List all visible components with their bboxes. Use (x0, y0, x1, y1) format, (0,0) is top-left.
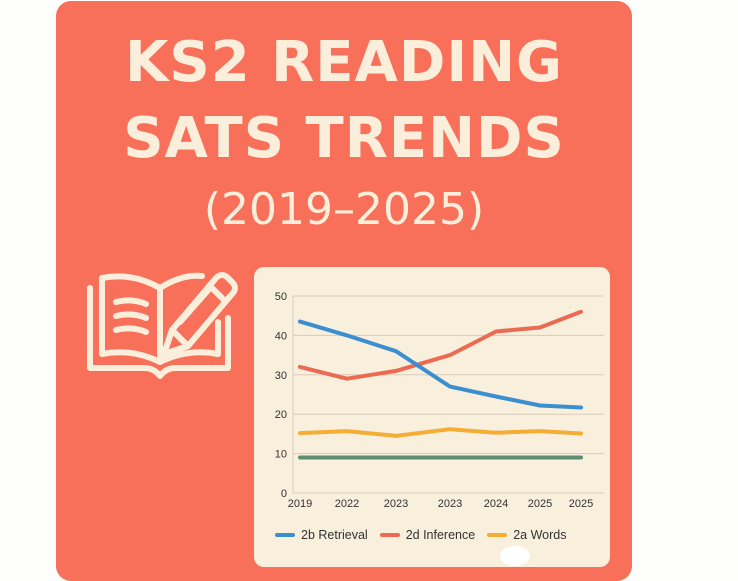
legend-swatch-icon (275, 533, 295, 537)
legend-swatch-icon (379, 533, 400, 537)
svg-text:2025: 2025 (528, 498, 552, 510)
svg-text:0: 0 (281, 488, 287, 500)
svg-text:2025: 2025 (569, 498, 593, 510)
svg-text:50: 50 (275, 291, 287, 303)
legend-item-words: 2a Words (487, 528, 566, 542)
legend-label: 2b Retrieval (301, 528, 368, 542)
svg-text:20: 20 (275, 409, 287, 421)
title-line-2: SATS TRENDS (123, 106, 565, 171)
line-chart: 0 10 20 30 40 50 2019 2022 2023 2023 2024 2025 2025 (275, 291, 604, 510)
legend-item-retrieval: 2b Retrieval (275, 528, 368, 542)
book-and-pencil-icon (87, 272, 238, 379)
chart-panel (254, 267, 610, 567)
chart-legend: 2b Retrieval 2d Inference 2a Words (275, 528, 566, 542)
title-years: (2019–2025) (203, 184, 485, 235)
svg-text:2024: 2024 (484, 498, 508, 510)
svg-text:2023: 2023 (438, 498, 462, 510)
svg-text:2023: 2023 (384, 498, 408, 510)
svg-text:2019: 2019 (288, 498, 312, 510)
svg-text:40: 40 (275, 330, 287, 342)
legend-swatch-icon (487, 533, 508, 537)
svg-text:10: 10 (275, 449, 287, 461)
legend-label: 2a Words (513, 528, 567, 542)
title-line-1: KS2 READING (124, 30, 564, 95)
svg-text:30: 30 (275, 370, 287, 382)
legend-item-inference: 2d Inference (379, 528, 476, 542)
scroll-knob (500, 546, 530, 566)
svg-text:2022: 2022 (335, 498, 359, 510)
legend-label: 2d Inference (405, 528, 476, 542)
